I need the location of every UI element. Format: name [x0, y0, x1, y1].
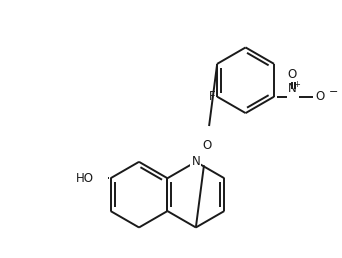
Text: O: O — [287, 68, 297, 81]
Text: F: F — [209, 90, 215, 103]
Text: HO: HO — [76, 172, 94, 185]
Text: N: N — [192, 155, 200, 168]
Text: +: + — [293, 80, 300, 89]
Text: O: O — [202, 139, 211, 152]
Text: O: O — [315, 90, 325, 103]
Text: −: − — [329, 87, 338, 97]
Text: N: N — [288, 82, 296, 95]
